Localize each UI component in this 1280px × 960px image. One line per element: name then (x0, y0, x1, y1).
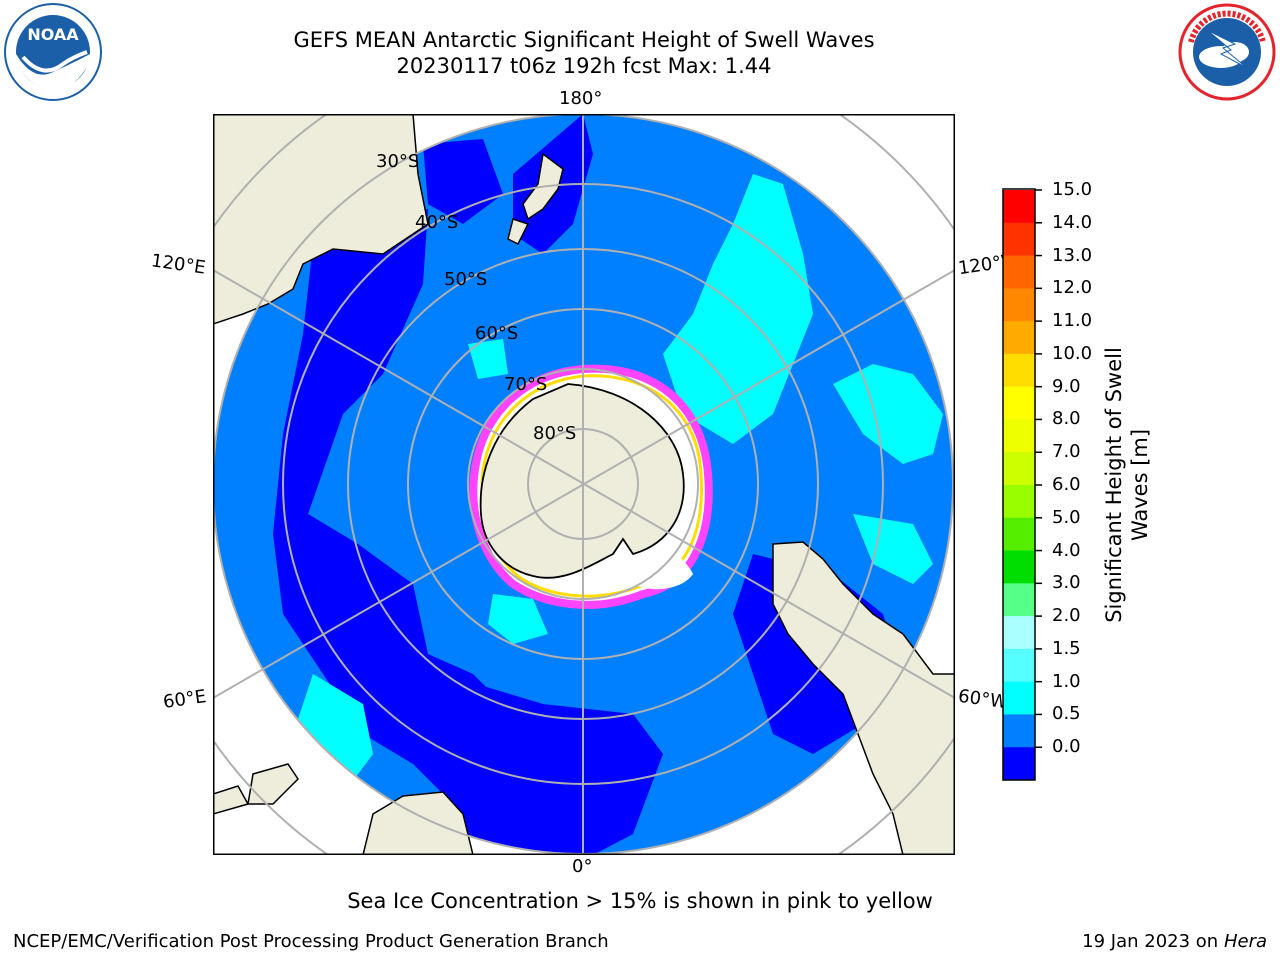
colorbar-bin (1003, 321, 1035, 355)
colorbar-bin (1003, 714, 1035, 748)
colorbar-bin (1003, 353, 1035, 388)
colorbar-bin (1003, 550, 1035, 584)
nws-logo (1178, 3, 1276, 101)
low-swell-region-west (273, 209, 513, 814)
colorbar-tick-label: 1.0 (1052, 670, 1081, 692)
footer-date-text: 19 Jan 2023 on (1082, 931, 1224, 952)
colorbar-tick-label: 7.0 (1052, 441, 1081, 463)
lat-label-40s: 40°S (415, 212, 459, 233)
map-frame (213, 114, 955, 855)
colorbar-tick-label: 4.0 (1052, 539, 1081, 561)
moderate-swell-region-pacific (663, 174, 813, 444)
chart-title: GEFS MEAN Antarctic Significant Height o… (293, 28, 875, 52)
low-swell-region-south (443, 674, 663, 854)
colorbar (1002, 188, 1042, 781)
lat-label-50s: 50°S (444, 269, 488, 290)
colorbar-bin (1003, 517, 1035, 552)
africa-land (362, 791, 474, 855)
colorbar-label-line1: Significant Height of Swell (1102, 347, 1126, 623)
lat-label-60s: 60°S (475, 323, 519, 344)
colorbar-tick-label: 3.0 (1052, 572, 1081, 594)
colorbar-tick-label: 5.0 (1052, 506, 1081, 528)
australia-land (213, 114, 429, 325)
lon-label-120e: 120°E (149, 250, 207, 279)
colorbar-tick-label: 6.0 (1052, 474, 1081, 495)
colorbar-bin (1003, 485, 1035, 519)
colorbar-bin (1003, 747, 1035, 781)
noaa-logo-text: NOAA (27, 25, 79, 44)
footer-branch: NCEP/EMC/Verification Post Processing Pr… (13, 931, 609, 952)
colorbar-label: Significant Height of Swell Waves [m] (1099, 190, 1159, 780)
colorbar-bin (1003, 616, 1035, 650)
lon-label-0: 0° (572, 856, 593, 877)
noaa-logo: NOAA (4, 3, 102, 101)
colorbar-bin (1003, 452, 1035, 486)
colorbar-tick-label: 15.0 (1052, 179, 1093, 200)
colorbar-tick-label: 0.0 (1052, 736, 1081, 758)
lat-label-80s: 80°S (533, 423, 577, 444)
chart-subtitle: 20230117 t06z 192h fcst Max: 1.44 (396, 54, 772, 78)
sea-ice-caption: Sea Ice Concentration > 15% is shown in … (347, 889, 933, 913)
colorbar-bin (1003, 255, 1035, 289)
colorbar-tick-label: 0.5 (1052, 703, 1081, 725)
colorbar-bin (1003, 288, 1035, 322)
lon-label-180: 180° (559, 88, 603, 109)
colorbar-tick-label: 13.0 (1052, 244, 1093, 266)
colorbar-bin (1003, 386, 1035, 420)
colorbar-bin (1003, 648, 1035, 683)
colorbar-tick-label: 1.5 (1052, 637, 1081, 659)
footer-date: 19 Jan 2023 on Hera (1082, 931, 1267, 952)
lat-label-70s: 70°S (504, 374, 548, 395)
colorbar-bin (1003, 419, 1035, 453)
colorbar-bin (1003, 190, 1035, 224)
colorbar-bin (1003, 681, 1035, 715)
longitude-lines (213, 114, 955, 855)
colorbar-tick-label: 8.0 (1052, 408, 1081, 430)
colorbar-tick-label: 12.0 (1052, 277, 1093, 299)
colorbar-bin (1003, 583, 1035, 617)
colorbar-label-line2: Waves [m] (1128, 429, 1152, 541)
colorbar-tick-marks (1035, 189, 1042, 748)
footer-host: Hera (1223, 931, 1267, 952)
colorbar-tick-label: 11.0 (1052, 310, 1093, 332)
polar-map (213, 114, 955, 855)
colorbar-tick-label: 2.0 (1052, 605, 1081, 627)
colorbar-tick-label: 9.0 (1052, 375, 1081, 397)
colorbar-tick-label: 10.0 (1052, 342, 1093, 364)
lon-label-60e: 60°E (161, 686, 208, 713)
colorbar-bins (1003, 190, 1035, 781)
lat-label-30s: 30°S (376, 151, 420, 172)
colorbar-tick-label: 14.0 (1052, 211, 1093, 233)
colorbar-bin (1003, 222, 1035, 257)
